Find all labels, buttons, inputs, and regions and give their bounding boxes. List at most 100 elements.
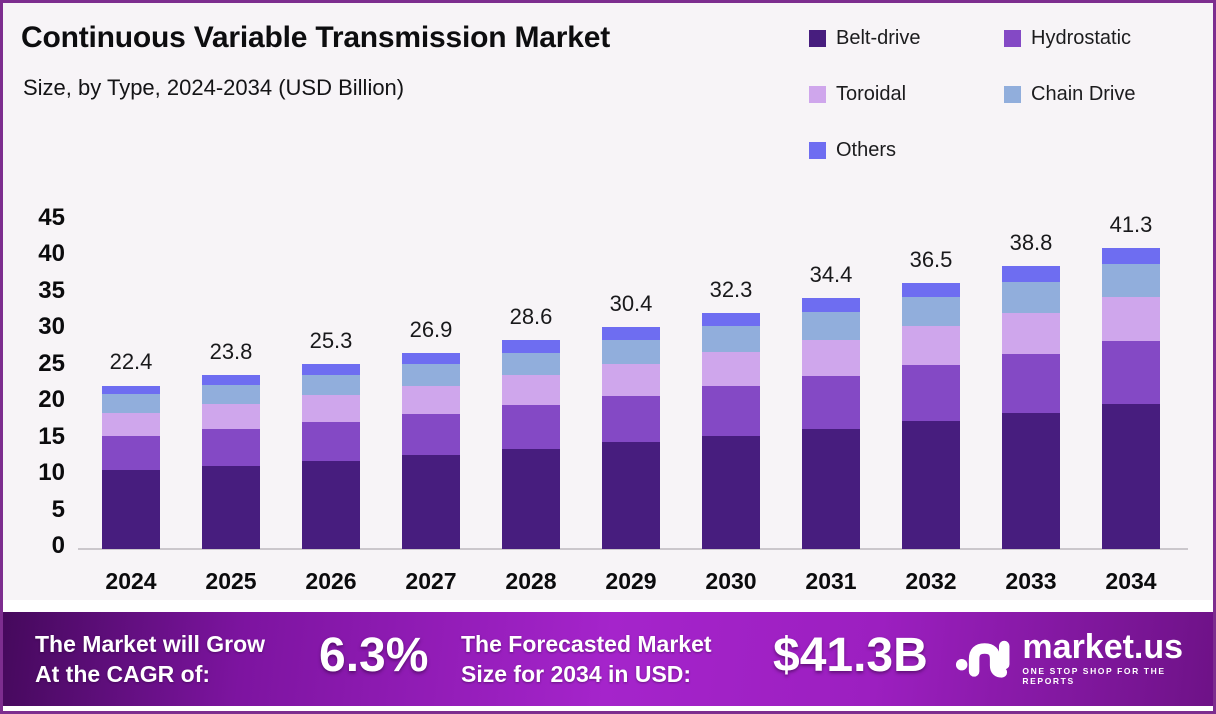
legend-item-label: Hydrostatic [1031,27,1132,49]
y-axis-tick-label: 10 [38,459,65,486]
segment-hydrostatic-2028 [502,405,560,449]
legend-item-label: Chain Drive [1031,83,1136,105]
segment-toroidal-2028 [502,375,560,406]
segment-hydrostatic-2025 [202,429,260,466]
segment-chain-drive-2030 [702,325,760,352]
legend-item-label: Belt-drive [836,27,921,49]
x-axis-label: 2033 [1005,568,1057,594]
x-axis-label: 2024 [105,568,157,594]
segment-belt-drive-2028 [502,449,560,549]
market-us-logo-icon [955,640,1010,678]
x-axis-line [78,548,1188,550]
x-axis-label: 2029 [605,568,657,594]
chart-legend: Belt-drive Hydrostatic Toroidal Chain Drive… [809,27,1199,162]
bar-total-label: 36.5 [909,246,953,272]
segment-chain-drive-2024 [102,394,160,413]
segment-toroidal-2029 [602,363,660,396]
segment-others-2033 [1002,265,1060,282]
segment-chain-drive-2027 [402,363,460,386]
legend-swatch-icon [1004,86,1021,103]
legend-swatch-icon [1004,30,1021,47]
legend-item-others: Others [809,139,1004,162]
x-axis-label: 2028 [505,568,557,594]
segment-others-2030 [702,313,760,326]
market-us-logo-text: market.us ONE STOP SHOP FOR THE REPORTS [1022,628,1184,686]
bar-2032 [902,282,960,549]
cagr-value: 6.3% [319,629,429,682]
segment-hydrostatic-2034 [1102,340,1160,405]
bar-total-label: 32.3 [709,277,753,303]
x-axis-label: 2034 [1105,568,1157,594]
segment-toroidal-2032 [902,326,960,366]
segment-hydrostatic-2031 [802,376,860,429]
segment-chain-drive-2026 [302,374,360,395]
segment-chain-drive-2025 [202,384,260,404]
segment-toroidal-2027 [402,385,460,414]
segment-belt-drive-2027 [402,454,460,549]
legend-swatch-icon [809,142,826,159]
legend-item-hydrostatic: Hydrostatic [1004,27,1199,50]
y-axis-tick-label: 40 [38,240,65,267]
segment-hydrostatic-2033 [1002,354,1060,414]
y-axis-tick-label: 30 [38,313,65,340]
bar-2029 [602,327,660,549]
segment-chain-drive-2029 [602,339,660,364]
bar-total-label: 26.9 [409,316,453,342]
cagr-label: The Market will Grow At the CAGR of: [35,631,266,687]
bar-total-label: 30.4 [609,291,653,317]
segment-toroidal-2031 [802,339,860,377]
market-us-logo: market.us ONE STOP SHOP FOR THE REPORTS [955,630,1213,686]
segment-toroidal-2025 [202,403,260,430]
legend-item-label: Toroidal [836,83,907,105]
segment-hydrostatic-2030 [702,386,760,436]
segment-belt-drive-2034 [1102,404,1160,549]
bar-total-label: 38.8 [1009,229,1053,255]
y-axis-tick-label: 5 [51,495,65,523]
x-axis-label: 2027 [405,568,457,594]
bar-total-label: 41.3 [1109,211,1153,237]
segment-others-2031 [802,297,860,312]
y-axis-tick-label: 45 [38,203,65,231]
legend-item-chain-drive: Chain Drive [1004,83,1199,106]
bar-2028 [502,340,560,549]
segment-others-2034 [1102,247,1160,265]
segment-toroidal-2033 [1002,313,1060,355]
bar-total-label: 25.3 [309,328,353,354]
segment-toroidal-2030 [702,351,760,387]
segment-chain-drive-2032 [902,297,960,327]
segment-toroidal-2024 [102,412,160,436]
segment-hydrostatic-2032 [902,365,960,422]
page-subtitle: Size, by Type, 2024-2034 (USD Billion) [23,75,405,100]
bar-total-label: 23.8 [209,339,253,365]
segment-hydrostatic-2029 [602,395,660,443]
x-axis-label: 2031 [805,568,857,594]
bar-2033 [1002,265,1060,549]
segment-hydrostatic-2027 [402,413,460,455]
bar-2030 [702,313,760,549]
segment-others-2025 [202,375,260,385]
legend-item-belt-drive: Belt-drive [809,27,1004,50]
segment-belt-drive-2031 [802,428,860,549]
legend-item-label: Others [836,139,897,161]
legend-swatch-icon [809,30,826,47]
segment-chain-drive-2034 [1102,264,1160,298]
y-axis-tick-label: 20 [38,386,65,413]
page-title: Continuous Variable Transmission Market [21,21,611,54]
y-axis-tick-label: 35 [38,276,65,304]
segment-others-2029 [602,327,660,340]
bar-total-label: 34.4 [809,261,853,287]
forecast-value: $41.3B [773,629,928,682]
segment-belt-drive-2025 [202,465,260,549]
bar-2034 [1102,247,1160,549]
bar-total-label: 22.4 [109,349,153,375]
segment-belt-drive-2024 [102,470,160,549]
x-axis-label: 2026 [305,568,357,594]
segment-others-2028 [502,340,560,353]
segment-chain-drive-2033 [1002,281,1060,314]
segment-chain-drive-2031 [802,311,860,340]
segment-hydrostatic-2026 [302,421,360,461]
y-axis-tick-label: 25 [38,349,65,377]
segment-belt-drive-2026 [302,460,360,549]
segment-toroidal-2034 [1102,297,1160,341]
